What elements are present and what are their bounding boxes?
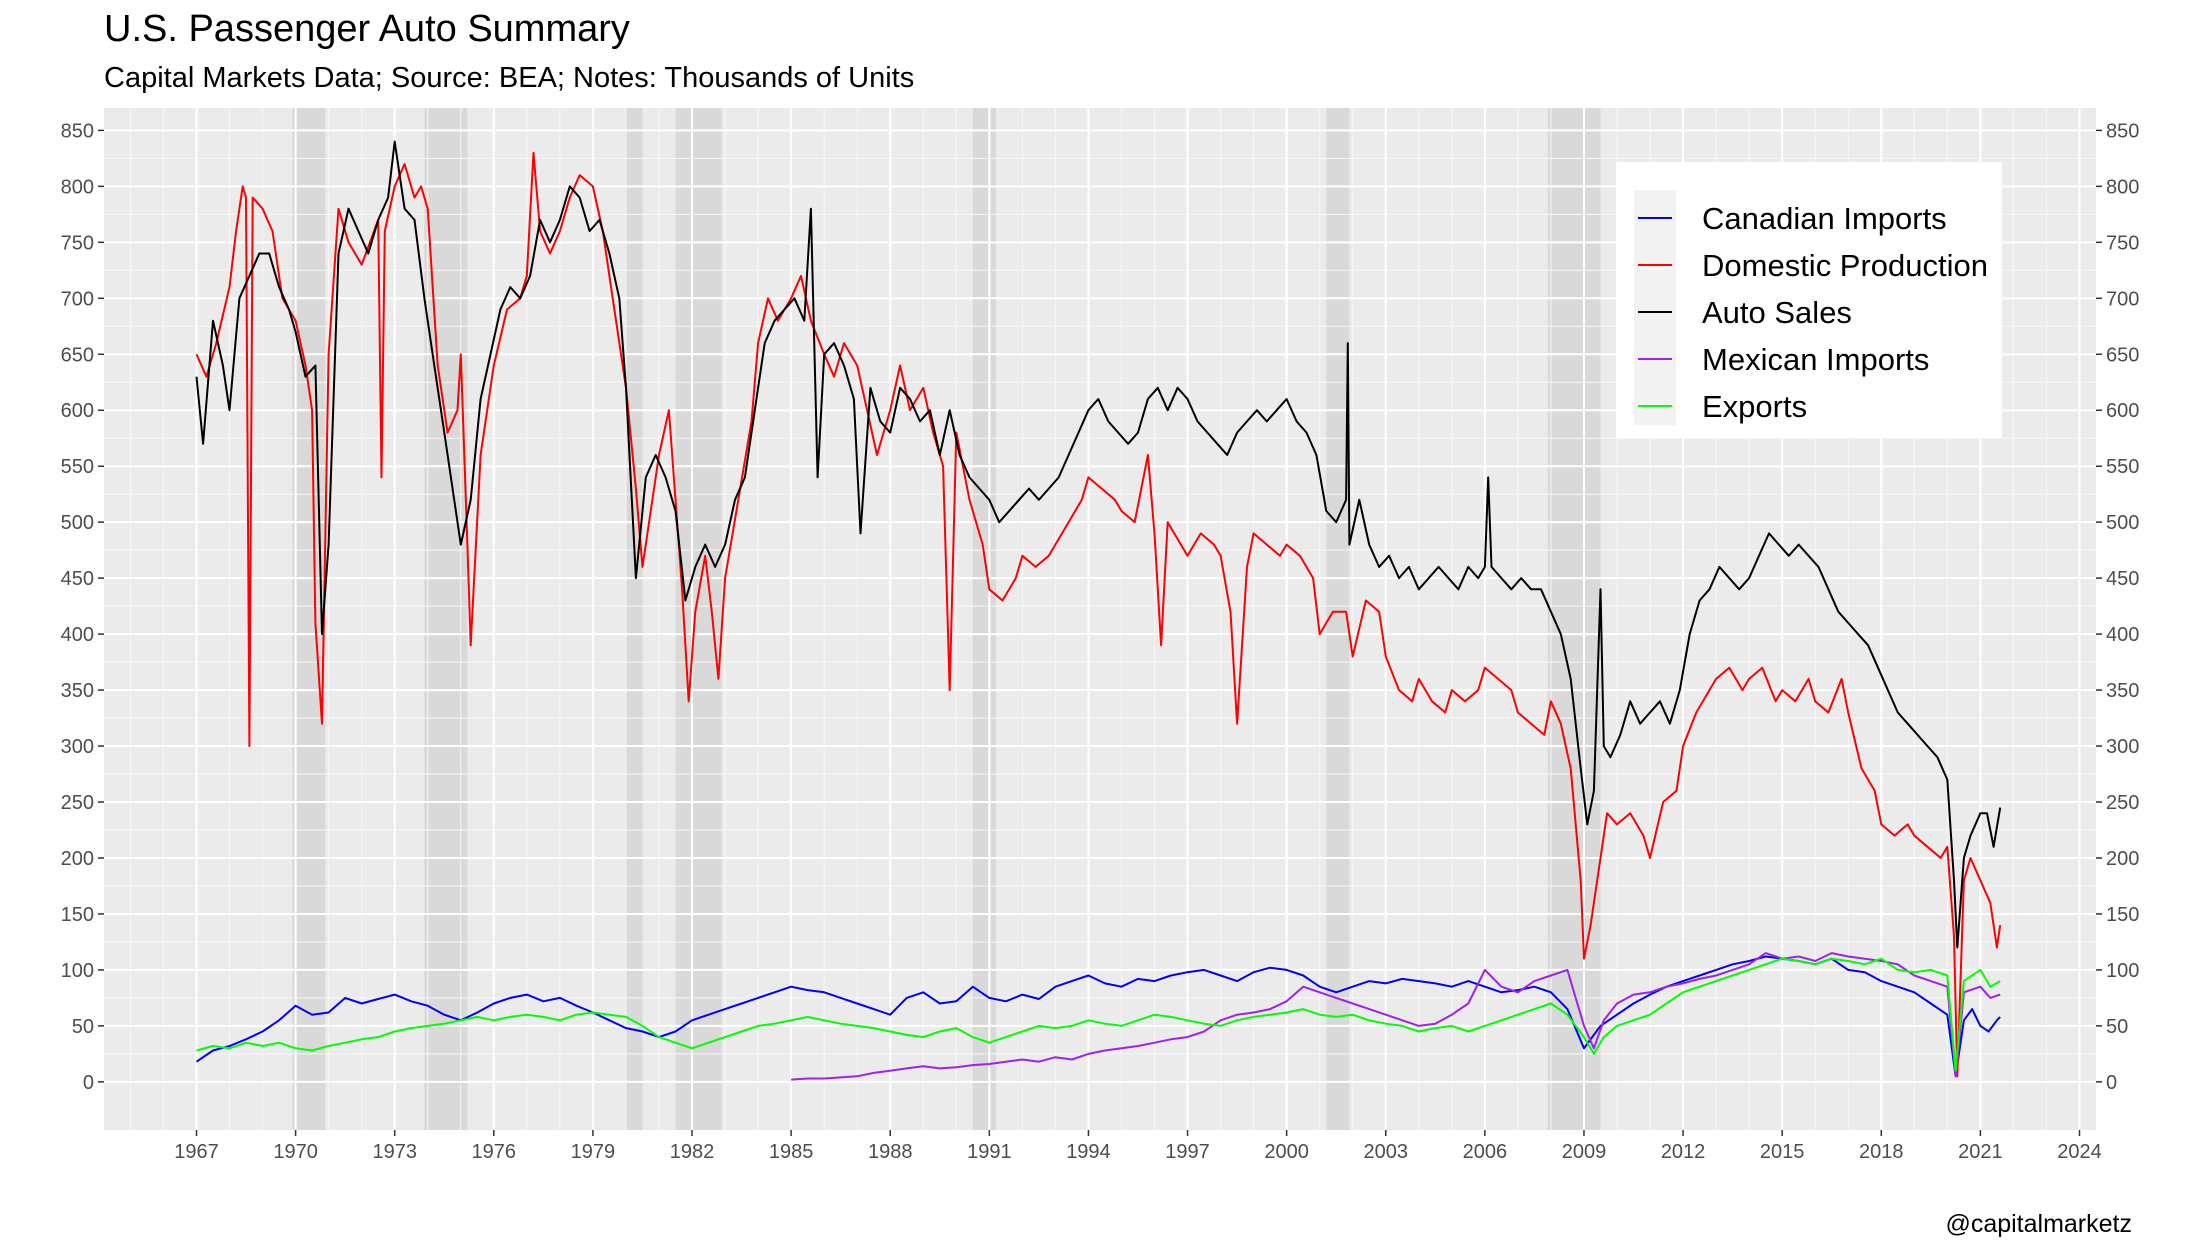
series-lines [195, 140, 2002, 1081]
x-tick-label: 2012 [1661, 1141, 1706, 1163]
x-tick-label: 1994 [1066, 1141, 1111, 1163]
recession-band-6 [1547, 108, 1601, 1130]
x-tick-label: 2018 [1859, 1141, 1904, 1163]
y-tick-label-right: 400 [2106, 624, 2139, 646]
recession-band-5 [1326, 108, 1350, 1130]
y-tick-label-right: 50 [2106, 1016, 2128, 1038]
recession-band-3 [675, 108, 722, 1130]
y-tick-label-left: 650 [61, 344, 94, 366]
y-tick-label-left: 350 [61, 680, 94, 702]
y-tick-label-right: 250 [2106, 792, 2139, 814]
y-tick-label-right: 300 [2106, 736, 2139, 758]
series-line-domestic-production [195, 151, 2002, 1078]
y-tick-label-left: 300 [61, 736, 94, 758]
x-tick-label: 2021 [1958, 1141, 2003, 1163]
y-tick-label-left: 800 [61, 176, 94, 198]
legend-background [1616, 162, 2002, 438]
y-tick-label-right: 750 [2106, 232, 2139, 254]
x-tick-label: 2024 [2057, 1141, 2102, 1163]
y-axis-right: 0 50 100 150 200 250 300 350 400 450 500 550 600 650 7… [2096, 120, 2139, 1094]
legend-key-background [1634, 190, 1676, 425]
y-tick-label-right: 700 [2106, 288, 2139, 310]
y-tick-label-left: 50 [72, 1016, 94, 1038]
y-tick-label-right: 500 [2106, 512, 2139, 534]
recession-band-0 [292, 108, 326, 1130]
series-line-canadian-imports [195, 955, 2001, 1078]
x-tick-label: 1967 [174, 1141, 219, 1163]
recession-band-4 [972, 108, 996, 1130]
recession-band-2 [625, 108, 643, 1130]
series-line-auto-sales [195, 140, 2002, 949]
legend-label: Mexican Imports [1702, 342, 1929, 377]
y-tick-label-right: 350 [2106, 680, 2139, 702]
x-tick-label: 2006 [1463, 1141, 1508, 1163]
y-tick-label-left: 150 [61, 904, 94, 926]
y-tick-label-right: 200 [2106, 848, 2139, 870]
x-tick-label: 1979 [571, 1141, 616, 1163]
recession-bands [292, 108, 1601, 1130]
x-tick-label: 2009 [1562, 1141, 1607, 1163]
y-tick-label-left: 850 [61, 120, 94, 142]
chart-title: U.S. Passenger Auto Summary [104, 8, 630, 50]
y-tick-label-right: 550 [2106, 456, 2139, 478]
x-tick-label: 1988 [868, 1141, 913, 1163]
x-tick-label: 1991 [967, 1141, 1012, 1163]
x-tick-label: 1997 [1165, 1141, 1210, 1163]
legend-label: Auto Sales [1702, 295, 1852, 330]
x-axis: 1967 1970 1973 1976 1979 1982 1985 1988 1991 1994… [174, 1130, 2102, 1163]
x-tick-label: 1973 [372, 1141, 417, 1163]
y-tick-label-left: 450 [61, 568, 94, 590]
x-tick-label: 1985 [769, 1141, 814, 1163]
y-tick-label-left: 0 [83, 1072, 94, 1094]
y-tick-label-left: 700 [61, 288, 94, 310]
y-tick-label-left: 400 [61, 624, 94, 646]
chart-subtitle: Capital Markets Data; Source: BEA; Notes… [104, 62, 915, 94]
y-tick-label-left: 100 [61, 960, 94, 982]
legend: Canadian Imports Domestic Production Auto … [1616, 162, 2002, 438]
y-tick-label-left: 750 [61, 232, 94, 254]
y-tick-label-right: 650 [2106, 344, 2139, 366]
series-line-exports [196, 957, 2001, 1072]
y-tick-label-left: 500 [61, 512, 94, 534]
y-axis-left: 0 50 100 150 200 250 300 350 400 450 500 550 600 650 7… [61, 120, 104, 1094]
x-tick-label: 1982 [670, 1141, 715, 1163]
credit-handle: @capitalmarketz [1945, 1210, 2132, 1238]
y-tick-label-right: 600 [2106, 400, 2139, 422]
x-tick-label: 2015 [1760, 1141, 1805, 1163]
y-tick-label-right: 850 [2106, 120, 2139, 142]
y-tick-label-right: 0 [2106, 1072, 2117, 1094]
y-tick-label-left: 600 [61, 400, 94, 422]
legend-label: Domestic Production [1702, 248, 1988, 283]
y-tick-label-left: 250 [61, 792, 94, 814]
y-tick-label-right: 800 [2106, 176, 2139, 198]
x-tick-label: 1976 [472, 1141, 517, 1163]
y-tick-label-right: 450 [2106, 568, 2139, 590]
x-tick-label: 2003 [1364, 1141, 1409, 1163]
y-tick-label-right: 100 [2106, 960, 2139, 982]
y-tick-label-left: 550 [61, 456, 94, 478]
y-tick-label-right: 150 [2106, 904, 2139, 926]
x-tick-label: 1970 [273, 1141, 318, 1163]
x-tick-label: 2000 [1264, 1141, 1309, 1163]
y-tick-label-left: 200 [61, 848, 94, 870]
series-line-mexican-imports [791, 952, 2001, 1081]
legend-label: Canadian Imports [1702, 201, 1947, 236]
legend-label: Exports [1702, 389, 1807, 424]
